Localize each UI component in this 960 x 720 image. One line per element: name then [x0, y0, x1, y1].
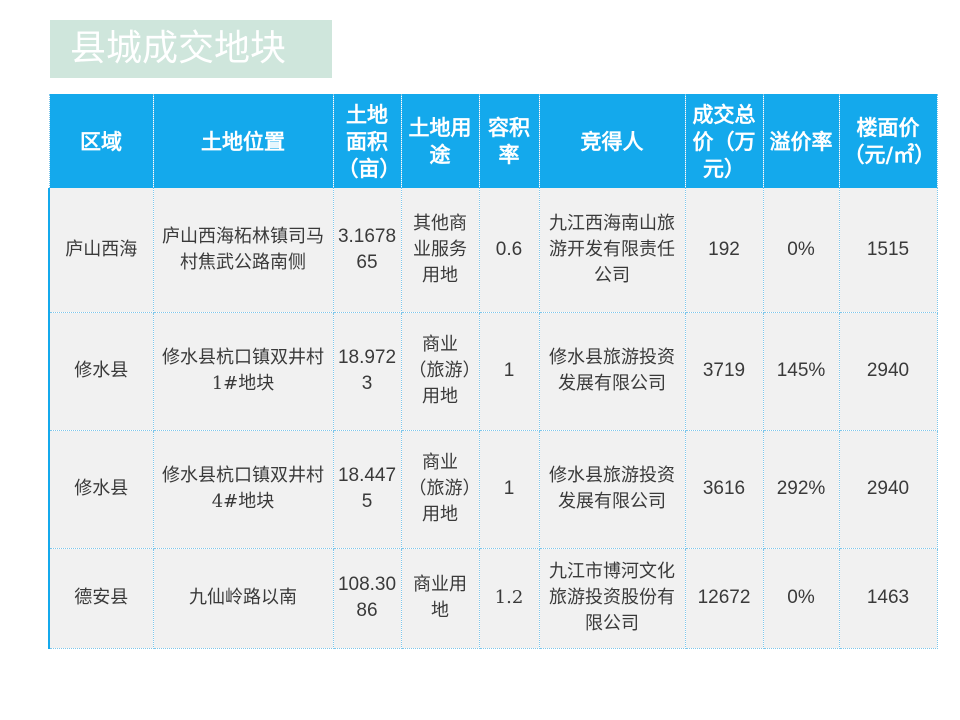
table-row: 德安县 九仙岭路以南 108.3086 商业用地 1.2 九江市博河文化旅游投资… [48, 548, 938, 649]
header-floor-price: 楼面价（元/㎡） [838, 94, 938, 188]
cell-plot-ratio: 0.6 [478, 188, 540, 313]
cell-total-price: 12672 [684, 548, 764, 649]
cell-area: 108.3086 [332, 548, 402, 649]
table-row: 修水县 修水县杭口镇双井村4#地块 18.4475 商业（旅游）用地 1 修水县… [48, 430, 938, 549]
cell-region: 庐山西海 [48, 188, 154, 313]
header-area: 土地面积（亩） [332, 94, 402, 188]
cell-location: 修水县杭口镇双井村4#地块 [152, 430, 334, 549]
cell-premium-rate: 292% [762, 430, 840, 549]
cell-winner: 修水县旅游投资发展有限公司 [538, 312, 686, 431]
page-title: 县城成交地块 [50, 20, 332, 78]
header-plot-ratio: 容积率 [478, 94, 540, 188]
cell-area: 18.4475 [332, 430, 402, 549]
cell-area: 3.167865 [332, 188, 402, 313]
cell-area: 18.9723 [332, 312, 402, 431]
header-winner: 竞得人 [538, 94, 686, 188]
header-location: 土地位置 [152, 94, 334, 188]
cell-floor-price: 1515 [838, 188, 938, 313]
land-transactions-table: 区域 土地位置 土地面积（亩） 土地用途 容积率 竞得人 成交总价（万元） 溢价… [48, 94, 938, 649]
cell-winner: 修水县旅游投资发展有限公司 [538, 430, 686, 549]
header-premium-rate: 溢价率 [762, 94, 840, 188]
cell-total-price: 3616 [684, 430, 764, 549]
cell-total-price: 3719 [684, 312, 764, 431]
cell-region: 修水县 [48, 312, 154, 431]
cell-premium-rate: 0% [762, 188, 840, 313]
cell-region: 德安县 [48, 548, 154, 649]
cell-floor-price: 2940 [838, 312, 938, 431]
cell-winner: 九江西海南山旅游开发有限责任公司 [538, 188, 686, 313]
header-total-price: 成交总价（万元） [684, 94, 764, 188]
cell-location: 九仙岭路以南 [152, 548, 334, 649]
cell-usage: 其他商业服务用地 [400, 188, 480, 313]
table-row: 修水县 修水县杭口镇双井村1#地块 18.9723 商业（旅游）用地 1 修水县… [48, 312, 938, 431]
header-region: 区域 [48, 94, 154, 188]
cell-plot-ratio: 1.2 [478, 548, 540, 649]
cell-usage: 商业（旅游）用地 [400, 430, 480, 549]
cell-winner: 九江市博河文化旅游投资股份有限公司 [538, 548, 686, 649]
table-row: 庐山西海 庐山西海柘林镇司马村焦武公路南侧 3.167865 其他商业服务用地 … [48, 188, 938, 313]
cell-location: 庐山西海柘林镇司马村焦武公路南侧 [152, 188, 334, 313]
cell-premium-rate: 145% [762, 312, 840, 431]
header-usage: 土地用途 [400, 94, 480, 188]
cell-plot-ratio: 1 [478, 312, 540, 431]
cell-premium-rate: 0% [762, 548, 840, 649]
cell-floor-price: 2940 [838, 430, 938, 549]
cell-region: 修水县 [48, 430, 154, 549]
table-header-row: 区域 土地位置 土地面积（亩） 土地用途 容积率 竞得人 成交总价（万元） 溢价… [48, 94, 938, 188]
cell-location: 修水县杭口镇双井村1#地块 [152, 312, 334, 431]
cell-floor-price: 1463 [838, 548, 938, 649]
cell-usage: 商业用地 [400, 548, 480, 649]
cell-plot-ratio: 1 [478, 430, 540, 549]
cell-total-price: 192 [684, 188, 764, 313]
cell-usage: 商业（旅游）用地 [400, 312, 480, 431]
